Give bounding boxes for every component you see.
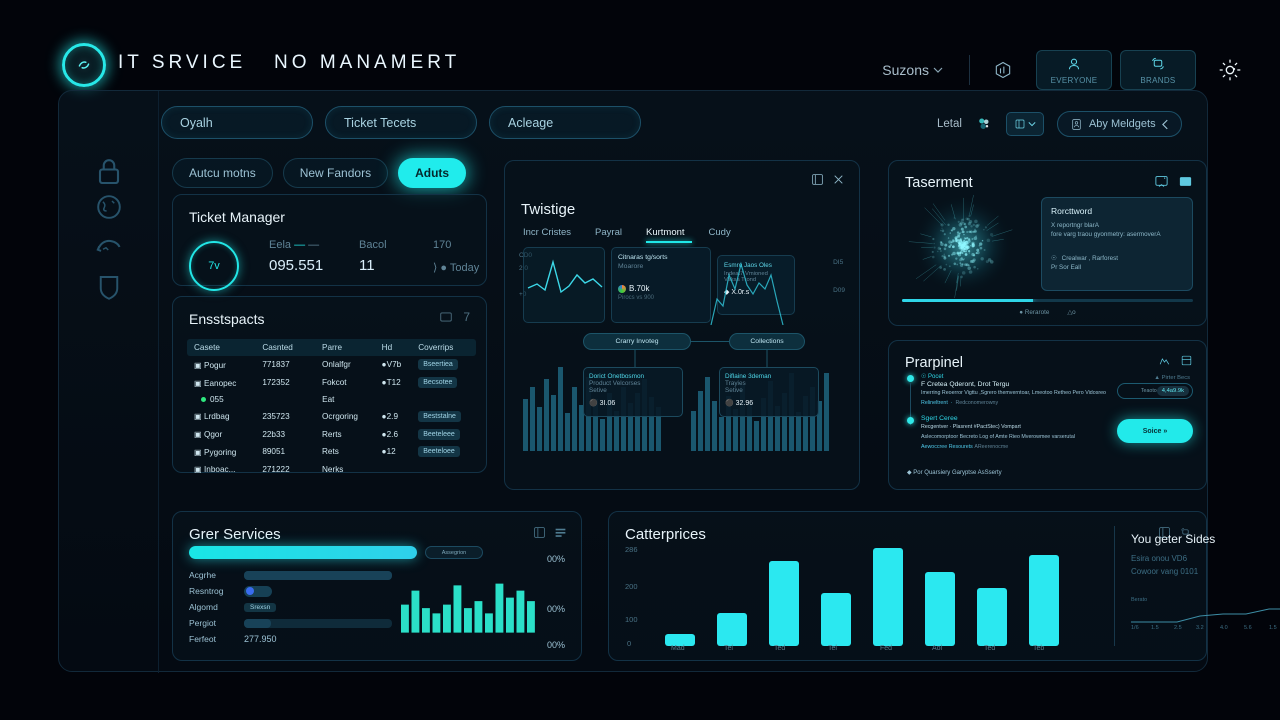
svg-text:Fed: Fed <box>880 645 892 650</box>
svg-text:4.0: 4.0 <box>1220 625 1228 629</box>
svg-text:Tel: Tel <box>828 645 837 650</box>
svg-text:Mad: Mad <box>671 645 685 650</box>
svg-text:200: 200 <box>625 582 638 591</box>
svg-text:Tel: Tel <box>724 645 733 650</box>
svg-text:3.2: 3.2 <box>1196 625 1204 629</box>
svg-text:286: 286 <box>625 545 638 554</box>
svg-text:Teb: Teb <box>1033 645 1044 650</box>
svg-text:100: 100 <box>625 615 638 624</box>
svg-text:1.5: 1.5 <box>1269 625 1277 629</box>
svg-text:Aol: Aol <box>932 645 943 650</box>
svg-text:2.5: 2.5 <box>1174 625 1182 629</box>
svg-text:0: 0 <box>627 639 631 648</box>
svg-text:5.6: 5.6 <box>1244 625 1252 629</box>
svg-text:1/6: 1/6 <box>1131 625 1139 629</box>
svg-text:Ted: Ted <box>774 645 785 650</box>
svg-text:1.5: 1.5 <box>1151 625 1159 629</box>
svg-text:Ted: Ted <box>984 645 995 650</box>
